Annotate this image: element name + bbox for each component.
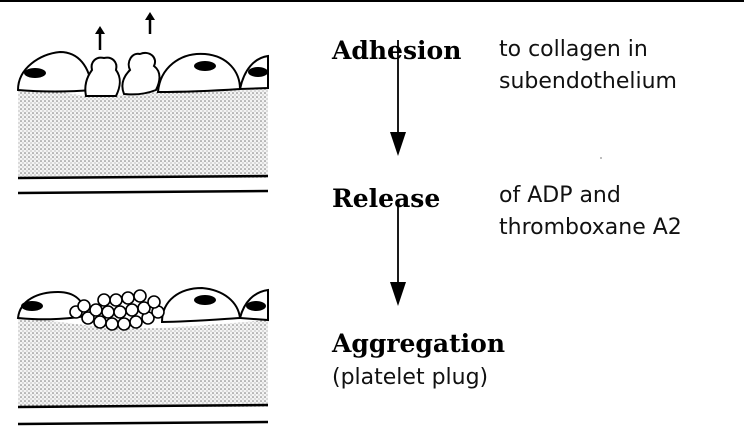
adhesion-illustration [16, 12, 269, 195]
step-desc-adhesion: to collagen in subendothelium [499, 34, 677, 98]
platelet-plug [69, 289, 165, 331]
endothelial-cell [16, 50, 94, 93]
step-title-adhesion: Adhesion [332, 36, 462, 65]
desc-line: of ADP and [499, 183, 621, 208]
desc-line: thromboxane A2 [499, 215, 682, 240]
subendothelium-top [18, 88, 268, 178]
top-border [0, 0, 744, 2]
endothelial-cell [156, 52, 242, 94]
platelet [121, 52, 161, 96]
up-arrow-icon [95, 26, 105, 50]
flow-arrow-icon [390, 40, 406, 156]
subendothelium-bottom [18, 318, 268, 407]
flow-arrow-icon [390, 200, 406, 306]
step-desc-release: of ADP and thromboxane A2 [499, 180, 682, 244]
desc-line: to collagen in [499, 37, 648, 62]
step-title-aggregation: Aggregation [332, 329, 506, 358]
aggregation-illustration [16, 286, 269, 426]
endothelial-cell [160, 286, 242, 324]
step-title-release: Release [332, 184, 441, 213]
up-arrow-icon [145, 12, 155, 34]
endothelial-cell [16, 290, 88, 321]
step-desc-aggregation: (platelet plug) [332, 362, 488, 394]
desc-line: subendothelium [499, 69, 677, 94]
desc-line: (platelet plug) [332, 365, 489, 390]
platelet [84, 56, 121, 97]
